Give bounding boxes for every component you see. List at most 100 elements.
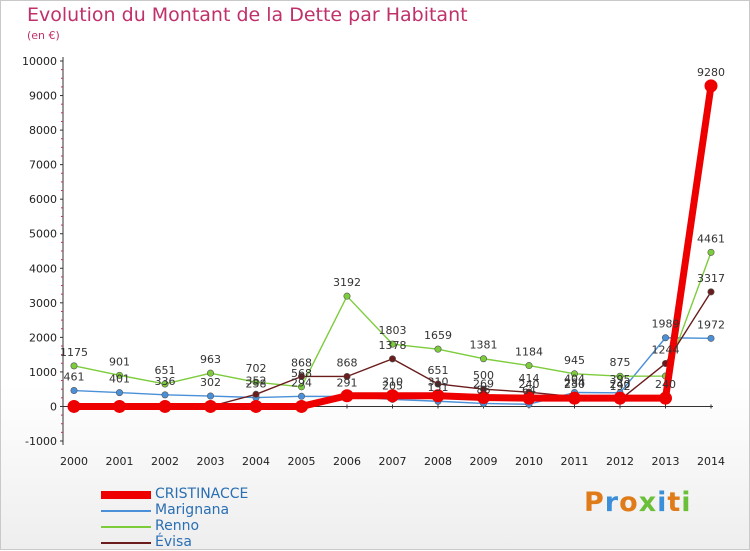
legend-item: Marignana bbox=[101, 502, 301, 519]
data-label: 240 bbox=[655, 378, 676, 391]
chart-title: Evolution du Montant de la Dette par Hab… bbox=[27, 4, 468, 26]
data-point bbox=[161, 391, 169, 399]
data-point bbox=[434, 380, 442, 388]
x-tick-label: 2014 bbox=[697, 455, 725, 468]
data-point bbox=[70, 362, 78, 370]
data-label: 500 bbox=[473, 369, 494, 382]
x-tick-label: 2004 bbox=[242, 455, 270, 468]
y-tick-label: 9000 bbox=[29, 90, 57, 103]
data-label: 3192 bbox=[333, 276, 361, 289]
data-point bbox=[297, 392, 305, 400]
data-point bbox=[252, 390, 260, 398]
data-point bbox=[661, 334, 669, 342]
data-label: 269 bbox=[473, 377, 494, 390]
y-tick-label: 3000 bbox=[29, 297, 57, 310]
data-label: 568 bbox=[291, 367, 312, 380]
data-point bbox=[613, 391, 627, 405]
x-tick-label: 2006 bbox=[333, 455, 361, 468]
y-tick-label: 7000 bbox=[29, 159, 57, 172]
legend-swatch bbox=[101, 526, 151, 528]
y-tick-label: 4000 bbox=[29, 262, 57, 275]
data-label: 868 bbox=[337, 356, 358, 369]
legend-item: Évisa bbox=[101, 534, 301, 551]
x-tick-label: 2012 bbox=[606, 455, 634, 468]
data-point bbox=[616, 372, 624, 380]
y-tick-label: 5000 bbox=[29, 228, 57, 241]
data-label: 310 bbox=[382, 376, 403, 389]
data-label: 702 bbox=[246, 362, 267, 375]
data-label: 868 bbox=[291, 356, 312, 369]
data-label: 151 bbox=[428, 381, 449, 394]
data-label: 3317 bbox=[697, 272, 725, 285]
data-label: 205 bbox=[382, 379, 403, 392]
x-tick-label: 2002 bbox=[151, 455, 179, 468]
legend-label: Renno bbox=[155, 518, 200, 534]
legend-swatch bbox=[101, 542, 151, 544]
data-point bbox=[707, 334, 715, 342]
data-point bbox=[67, 399, 81, 413]
data-point bbox=[158, 399, 172, 413]
data-label: 86 bbox=[477, 383, 491, 396]
data-label: 240 bbox=[610, 378, 631, 391]
data-label: 1803 bbox=[379, 324, 407, 337]
data-point bbox=[207, 369, 215, 377]
data-label: 192 bbox=[610, 380, 631, 393]
data-label: 258 bbox=[246, 378, 267, 391]
legend-swatch bbox=[101, 491, 151, 499]
data-label: 1989 bbox=[652, 318, 680, 331]
x-tick-label: 2008 bbox=[424, 455, 452, 468]
data-point bbox=[431, 389, 445, 403]
data-label: 1972 bbox=[697, 318, 725, 331]
data-label: 336 bbox=[155, 375, 176, 388]
data-label: 284 bbox=[564, 377, 585, 390]
data-label: 414 bbox=[519, 372, 540, 385]
legend-label: Marignana bbox=[155, 502, 230, 518]
x-tick-label: 2003 bbox=[197, 455, 225, 468]
data-label: 1184 bbox=[515, 346, 543, 359]
x-tick-label: 2011 bbox=[561, 455, 589, 468]
data-label: 901 bbox=[109, 355, 130, 368]
data-point bbox=[252, 378, 260, 386]
x-tick-label: 2000 bbox=[60, 455, 88, 468]
data-label: 651 bbox=[428, 364, 449, 377]
y-tick-label: 6000 bbox=[29, 193, 57, 206]
data-point bbox=[116, 371, 124, 379]
data-label: 9280 bbox=[697, 66, 725, 79]
data-point bbox=[207, 392, 215, 400]
data-label: 302 bbox=[200, 376, 221, 389]
y-tick-label: 2000 bbox=[29, 331, 57, 344]
legend-label: Évisa bbox=[155, 534, 192, 550]
data-label: 240 bbox=[519, 378, 540, 391]
data-point bbox=[343, 292, 351, 300]
data-label: 1659 bbox=[424, 329, 452, 342]
y-tick-label: 0 bbox=[50, 400, 57, 413]
data-point bbox=[707, 288, 715, 296]
x-tick-label: 2005 bbox=[288, 455, 316, 468]
y-tick-label: 1000 bbox=[29, 366, 57, 379]
data-label: 651 bbox=[155, 364, 176, 377]
legend-item: Renno bbox=[101, 518, 301, 535]
proxiti-logo: Proxiti bbox=[584, 487, 692, 518]
data-label: 1381 bbox=[470, 339, 498, 352]
y-tick-label: -1000 bbox=[25, 435, 57, 448]
data-label: 875 bbox=[610, 356, 631, 369]
data-label: 1378 bbox=[379, 339, 407, 352]
x-tick-label: 2007 bbox=[379, 455, 407, 468]
y-tick-label: 10000 bbox=[22, 55, 57, 68]
data-point bbox=[388, 355, 396, 363]
data-label: 401 bbox=[109, 373, 130, 386]
data-point bbox=[522, 391, 536, 405]
data-point bbox=[525, 362, 533, 370]
x-tick-label: 2010 bbox=[515, 455, 543, 468]
data-point bbox=[707, 248, 715, 256]
data-label: 4461 bbox=[697, 232, 725, 245]
legend-swatch bbox=[101, 510, 151, 512]
data-point bbox=[295, 399, 308, 413]
data-point bbox=[161, 380, 169, 388]
data-label: 64 bbox=[522, 384, 536, 397]
data-point bbox=[479, 355, 487, 363]
data-label: 291 bbox=[337, 376, 358, 389]
data-point bbox=[340, 389, 354, 403]
data-label: 352 bbox=[246, 374, 267, 387]
